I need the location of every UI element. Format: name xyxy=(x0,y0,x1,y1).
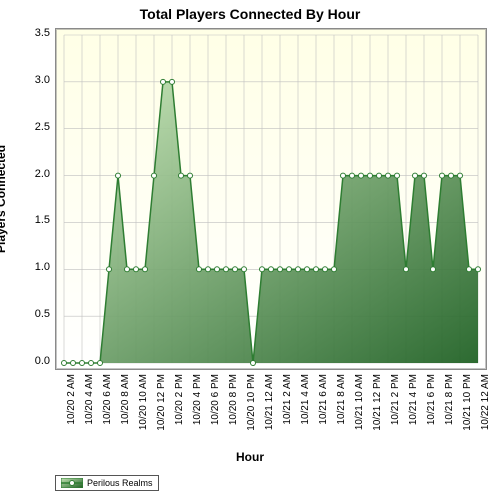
x-tick-label: 10/20 6 AM xyxy=(102,374,113,444)
y-axis-label-text: Players Connected xyxy=(0,145,8,253)
x-tick-label: 10/21 2 AM xyxy=(282,374,293,444)
x-tick-label: 10/20 4 AM xyxy=(84,374,95,444)
x-tick-label: 10/20 8 PM xyxy=(228,374,239,444)
y-tick-label: 2.5 xyxy=(20,121,50,133)
x-tick-label: 10/21 4 PM xyxy=(408,374,419,444)
x-tick-label: 10/20 4 PM xyxy=(192,374,203,444)
y-tick-label: 0.0 xyxy=(20,355,50,367)
y-tick-label: 0.5 xyxy=(20,308,50,320)
chart-svg xyxy=(56,29,486,369)
x-tick-label: 10/21 8 PM xyxy=(444,374,455,444)
x-tick-label: 10/21 8 AM xyxy=(336,374,347,444)
x-tick-label: 10/20 8 AM xyxy=(120,374,131,444)
x-tick-label: 10/21 12 AM xyxy=(264,374,275,444)
x-tick-label: 10/20 2 PM xyxy=(174,374,185,444)
y-tick-label: 2.0 xyxy=(20,168,50,180)
x-axis-label: Hour xyxy=(0,450,500,464)
chart-container: Total Players Connected By Hour Players … xyxy=(0,0,500,500)
y-tick-label: 3.5 xyxy=(20,27,50,39)
x-tick-label: 10/20 12 PM xyxy=(156,374,167,444)
x-tick-label: 10/21 6 PM xyxy=(426,374,437,444)
x-tick-label: 10/20 10 PM xyxy=(246,374,257,444)
x-tick-label: 10/21 12 PM xyxy=(372,374,383,444)
x-tick-label: 10/21 10 AM xyxy=(354,374,365,444)
y-tick-label: 3.0 xyxy=(20,74,50,86)
y-axis-label: Players Connected xyxy=(0,145,8,253)
x-tick-label: 10/21 2 PM xyxy=(390,374,401,444)
y-tick-label: 1.5 xyxy=(20,214,50,226)
x-tick-label: 10/21 6 AM xyxy=(318,374,329,444)
y-tick-label: 1.0 xyxy=(20,261,50,273)
x-tick-label: 10/20 2 AM xyxy=(66,374,77,444)
x-tick-label: 10/21 10 PM xyxy=(462,374,473,444)
legend-label: Perilous Realms xyxy=(87,478,153,488)
x-tick-label: 10/22 12 AM xyxy=(480,374,491,444)
chart-title: Total Players Connected By Hour xyxy=(0,6,500,22)
plot-area xyxy=(55,28,487,370)
legend: Perilous Realms xyxy=(55,475,159,491)
x-tick-label: 10/21 4 AM xyxy=(300,374,311,444)
x-tick-label: 10/20 10 AM xyxy=(138,374,149,444)
x-tick-label: 10/20 6 PM xyxy=(210,374,221,444)
legend-swatch xyxy=(61,478,83,488)
